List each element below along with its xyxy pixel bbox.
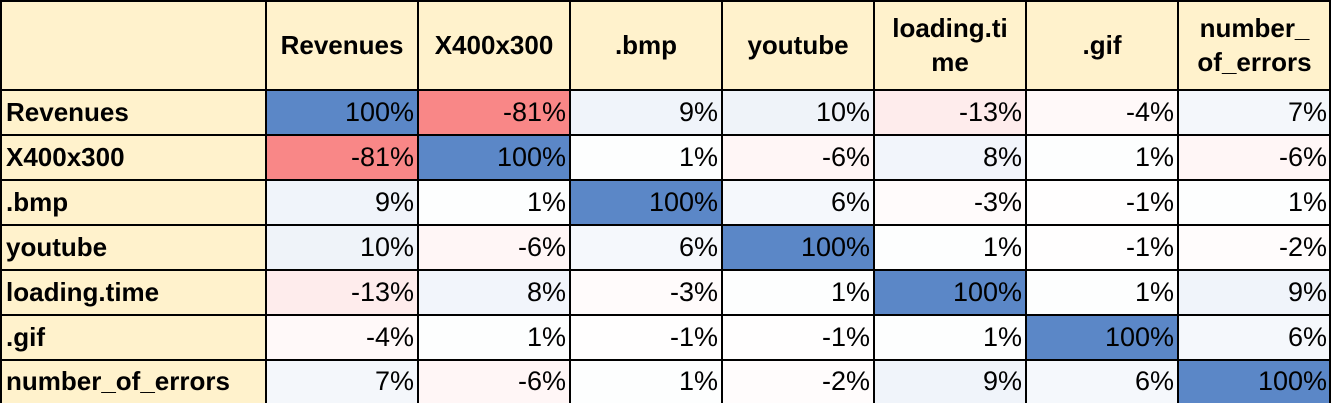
grid-line-horizontal — [0, 269, 1331, 271]
grid-line-vertical — [417, 0, 419, 403]
heatmap-cell-number-of-errors-revenues: 7% — [266, 360, 418, 403]
grid-line-vertical — [1177, 0, 1179, 403]
column-header-x400x300: X400x300 — [418, 0, 570, 90]
heatmap-cell-x400x300-loading-time: 8% — [874, 135, 1026, 180]
column-header-youtube: youtube — [722, 0, 874, 90]
heatmap-cell-youtube-number-of-errors: -2% — [1178, 225, 1331, 270]
heatmap-cell-number-of-errors-x400x300: -6% — [418, 360, 570, 403]
heatmap-cell-x400x300-gif: 1% — [1026, 135, 1178, 180]
grid-line-vertical — [1025, 0, 1027, 403]
heatmap-cell-gif-number-of-errors: 6% — [1178, 315, 1331, 360]
grid-line-horizontal — [0, 314, 1331, 316]
heatmap-cell-bmp-gif: -1% — [1026, 180, 1178, 225]
heatmap-cell-gif-gif: 100% — [1026, 315, 1178, 360]
grid-line-horizontal — [0, 224, 1331, 226]
heatmap-cell-youtube-revenues: 10% — [266, 225, 418, 270]
heatmap-cell-bmp-x400x300: 1% — [418, 180, 570, 225]
column-header-loading-time: loading.ti me — [874, 0, 1026, 90]
heatmap-cell-revenues-number-of-errors: 7% — [1178, 90, 1331, 135]
heatmap-cell-number-of-errors-gif: 6% — [1026, 360, 1178, 403]
heatmap-cell-revenues-loading-time: -13% — [874, 90, 1026, 135]
heatmap-cell-revenues-youtube: 10% — [722, 90, 874, 135]
heatmap-cell-x400x300-bmp: 1% — [570, 135, 722, 180]
heatmap-cell-loading-time-x400x300: 8% — [418, 270, 570, 315]
row-header-loading-time: loading.time — [0, 270, 266, 315]
heatmap-cell-youtube-youtube: 100% — [722, 225, 874, 270]
heatmap-cell-number-of-errors-youtube: -2% — [722, 360, 874, 403]
grid-line-vertical — [569, 0, 571, 403]
grid-line-vertical — [0, 0, 2, 403]
grid-line-horizontal — [0, 134, 1331, 136]
heatmap-cell-number-of-errors-number-of-errors: 100% — [1178, 360, 1331, 403]
heatmap-cell-loading-time-youtube: 1% — [722, 270, 874, 315]
heatmap-cell-bmp-number-of-errors: 1% — [1178, 180, 1331, 225]
heatmap-cell-loading-time-bmp: -3% — [570, 270, 722, 315]
grid-line-vertical — [265, 0, 267, 403]
column-header-number-of-errors: number_ of_errors — [1178, 0, 1331, 90]
row-header-number-of-errors: number_of_errors — [0, 360, 266, 403]
heatmap-cell-gif-loading-time: 1% — [874, 315, 1026, 360]
heatmap-cell-loading-time-gif: 1% — [1026, 270, 1178, 315]
heatmap-cell-revenues-revenues: 100% — [266, 90, 418, 135]
heatmap-cell-x400x300-number-of-errors: -6% — [1178, 135, 1331, 180]
row-header-youtube: youtube — [0, 225, 266, 270]
grid-line-horizontal — [0, 359, 1331, 361]
grid-line-horizontal — [0, 179, 1331, 181]
heatmap-cell-loading-time-number-of-errors: 9% — [1178, 270, 1331, 315]
heatmap-cell-bmp-loading-time: -3% — [874, 180, 1026, 225]
column-header-bmp: .bmp — [570, 0, 722, 90]
grid-line-vertical — [1329, 0, 1331, 403]
heatmap-cell-gif-revenues: -4% — [266, 315, 418, 360]
heatmap-cell-youtube-loading-time: 1% — [874, 225, 1026, 270]
heatmap-cell-bmp-youtube: 6% — [722, 180, 874, 225]
heatmap-cell-x400x300-revenues: -81% — [266, 135, 418, 180]
heatmap-cell-loading-time-loading-time: 100% — [874, 270, 1026, 315]
heatmap-cell-x400x300-youtube: -6% — [722, 135, 874, 180]
grid-line-horizontal — [0, 89, 1331, 91]
heatmap-cell-x400x300-x400x300: 100% — [418, 135, 570, 180]
row-header-gif: .gif — [0, 315, 266, 360]
column-header-revenues: Revenues — [266, 0, 418, 90]
grid-line-vertical — [873, 0, 875, 403]
heatmap-cell-youtube-bmp: 6% — [570, 225, 722, 270]
heatmap-cell-revenues-bmp: 9% — [570, 90, 722, 135]
heatmap-cell-gif-x400x300: 1% — [418, 315, 570, 360]
heatmap-cell-gif-bmp: -1% — [570, 315, 722, 360]
grid-line-horizontal — [0, 0, 1331, 2]
heatmap-cell-number-of-errors-loading-time: 9% — [874, 360, 1026, 403]
heatmap-cell-revenues-gif: -4% — [1026, 90, 1178, 135]
row-header-revenues: Revenues — [0, 90, 266, 135]
heatmap-cell-bmp-bmp: 100% — [570, 180, 722, 225]
row-header-x400x300: X400x300 — [0, 135, 266, 180]
row-header-bmp: .bmp — [0, 180, 266, 225]
column-header-gif: .gif — [1026, 0, 1178, 90]
heatmap-cell-gif-youtube: -1% — [722, 315, 874, 360]
heatmap-cell-youtube-x400x300: -6% — [418, 225, 570, 270]
heatmap-cell-loading-time-revenues: -13% — [266, 270, 418, 315]
table-corner-cell — [0, 0, 266, 90]
heatmap-cell-revenues-x400x300: -81% — [418, 90, 570, 135]
heatmap-cell-number-of-errors-bmp: 1% — [570, 360, 722, 403]
grid-line-vertical — [721, 0, 723, 403]
heatmap-cell-youtube-gif: -1% — [1026, 225, 1178, 270]
heatmap-cell-bmp-revenues: 9% — [266, 180, 418, 225]
